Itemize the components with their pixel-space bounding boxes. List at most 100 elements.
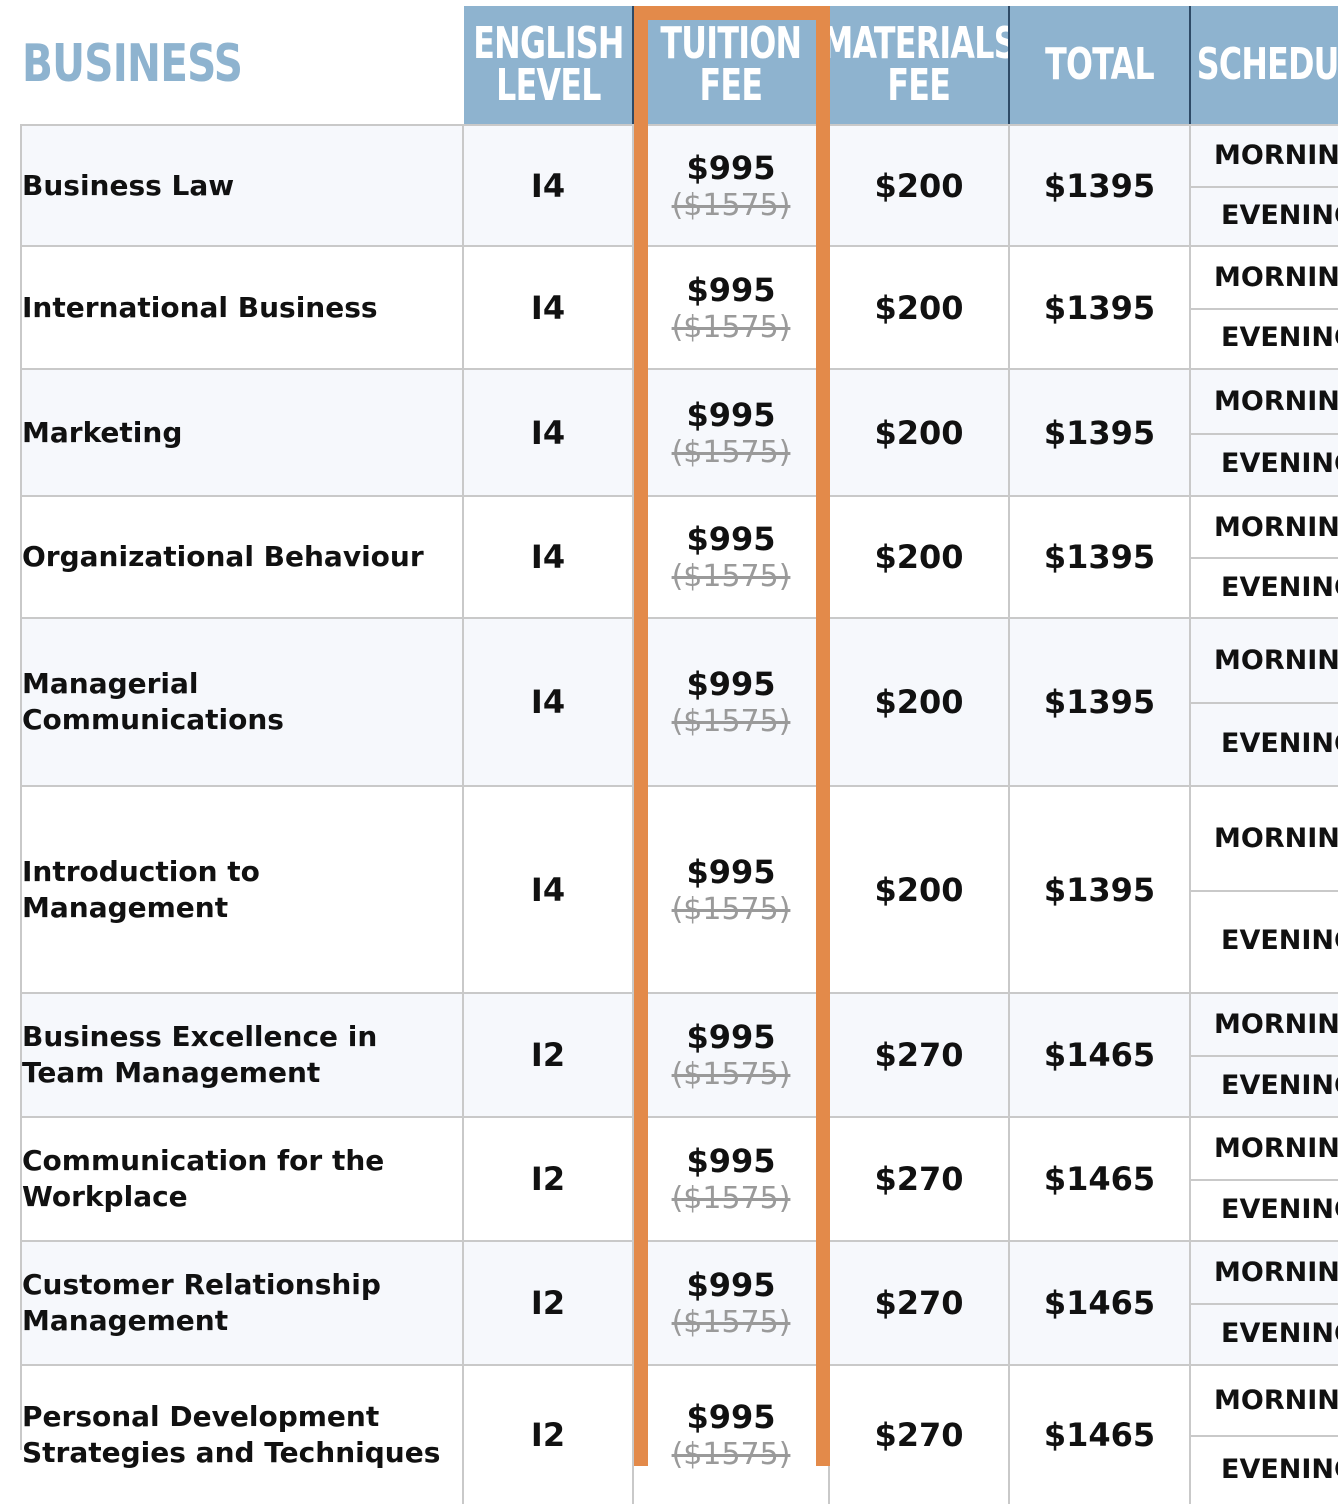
schedule-cell: MORNING EVENING [1191,247,1338,368]
materials-fee: $200 [830,787,1010,992]
tuition-original-price: ($1575) [671,1305,791,1340]
schedule-morning: MORNING [1191,497,1338,559]
course-name: Communication for the Workplace [20,1118,464,1240]
schedule-cell: MORNING EVENING [1191,994,1338,1116]
tuition-fee: $995 ($1575) [634,370,830,495]
schedule-cell: MORNING EVENING [1191,370,1338,495]
tuition-original-price: ($1575) [671,309,791,345]
total-fee: $1395 [1010,619,1191,785]
schedule-morning: MORNING [1191,1242,1338,1305]
materials-fee: $200 [830,126,1010,245]
total-fee: $1395 [1010,126,1191,245]
total-fee: $1395 [1010,370,1191,495]
schedule-cell: MORNING EVENING [1191,1242,1338,1364]
course-name: Marketing [20,370,464,495]
tuition-price: $995 [686,665,776,703]
total-fee: $1395 [1010,247,1191,368]
table-row: Managerial Communications I4 $995 ($1575) $2… [20,617,1338,785]
course-name: Introduction to Management [20,787,464,992]
schedule-evening: EVENING [1221,925,1338,957]
materials-fee: $200 [830,247,1010,368]
materials-fee: $200 [830,370,1010,495]
schedule-cell: MORNING EVENING [1191,1118,1338,1240]
course-name: Personal Development Strategies and Tech… [20,1366,464,1504]
schedule-evening: EVENING [1221,322,1338,354]
table-row: Introduction to Management I4 $995 ($1575) $… [20,785,1338,992]
table-row: Personal Development Strategies and Tech… [20,1364,1338,1504]
total-fee: $1465 [1010,1242,1191,1364]
tuition-fee: $995 ($1575) [634,1242,830,1364]
table-row: Customer Relationship Management I2 $995 ($… [20,1240,1338,1364]
tuition-price: $995 [686,148,776,187]
schedule-evening: EVENING [1221,571,1338,603]
schedule-morning: MORNING [1191,1118,1338,1181]
header-total: TOTAL [1010,6,1191,124]
schedule-morning: MORNING [1191,247,1338,310]
english-level: I2 [464,1366,634,1504]
tuition-original-price: ($1575) [671,1057,791,1092]
schedule-evening: EVENING [1221,1070,1338,1101]
total-fee: $1395 [1010,787,1191,992]
section-title: BUSINESS [22,34,243,94]
table-row: Organizational Behaviour I4 $995 ($1575) $20… [20,495,1338,617]
table-row: MarketingI4$995($1575)$200$1395MORNINGEV… [20,368,1338,495]
tuition-fee: $995 ($1575) [634,497,830,617]
tuition-price: $995 [686,1266,776,1304]
tuition-price: $995 [686,852,776,891]
schedule-morning: MORNING [1191,787,1338,892]
schedule-evening: EVENING [1221,1318,1338,1349]
table-row: Business Excellence in Team Management I2… [20,992,1338,1116]
course-name: Business Excellence in Team Management [20,994,464,1116]
tuition-original-price: ($1575) [671,704,791,739]
english-level: I2 [464,1118,634,1240]
tuition-price: $995 [686,1142,776,1180]
schedule-cell: MORNING EVENING [1191,1366,1338,1504]
materials-fee: $200 [830,619,1010,785]
course-name: Managerial Communications [20,619,464,785]
tuition-price: $995 [686,270,776,309]
course-name: Customer Relationship Management [20,1242,464,1364]
schedule-cell: MORNING EVENING [1191,126,1338,245]
tuition-fee: $995 ($1575) [634,126,830,245]
schedule-evening: EVENING [1221,728,1338,759]
total-fee: $1395 [1010,497,1191,617]
tuition-original-price: ($1575) [671,559,791,594]
course-name: International Business [20,247,464,368]
tuition-fee: $995 ($1575) [634,994,830,1116]
tuition-original-price: ($1575) [671,1181,791,1216]
header-materials-fee: MATERIALS FEE [830,6,1010,124]
english-level: I4 [464,787,634,992]
tuition-price: $995 [686,395,776,434]
tuition-fee: $995 ($1575) [634,787,830,992]
table-row: Business Law I4 $995 ($1575) $200 $1395 MORNIN… [20,124,1338,245]
materials-fee: $270 [830,1366,1010,1504]
tuition-fee: $995 ($1575) [634,1366,830,1504]
schedule-morning: MORNING [1191,619,1338,704]
tuition-original-price: ($1575) [671,1437,791,1472]
total-fee: $1465 [1010,1118,1191,1240]
total-fee: $1465 [1010,1366,1191,1504]
tuition-fee: $995 ($1575) [634,247,830,368]
header-tuition-fee: TUITION FEE [634,6,830,124]
tuition-original-price: ($1575) [671,434,791,470]
table-row: Communication for the Workplace I2 $995 ($1… [20,1116,1338,1240]
tuition-original-price: ($1575) [671,187,791,223]
materials-fee: $270 [830,994,1010,1116]
schedule-evening: EVENING [1221,448,1338,480]
schedule-evening: EVENING [1221,199,1338,231]
english-level: I4 [464,370,634,495]
materials-fee: $200 [830,497,1010,617]
english-level: I4 [464,619,634,785]
tuition-price: $995 [686,1398,776,1436]
schedule-cell: MORNING EVENING [1191,787,1338,992]
materials-fee: $270 [830,1118,1010,1240]
schedule-evening: EVENING [1221,1194,1338,1225]
header-schedule: SCHEDULE [1191,6,1338,124]
header-english-level: ENGLISH LEVEL [464,6,634,124]
tuition-price: $995 [686,520,776,558]
schedule-cell: MORNING EVENING [1191,619,1338,785]
tuition-price: $995 [686,1018,776,1056]
english-level: I4 [464,247,634,368]
tuition-fee: $995 ($1575) [634,1118,830,1240]
tuition-fee: $995 ($1575) [634,619,830,785]
